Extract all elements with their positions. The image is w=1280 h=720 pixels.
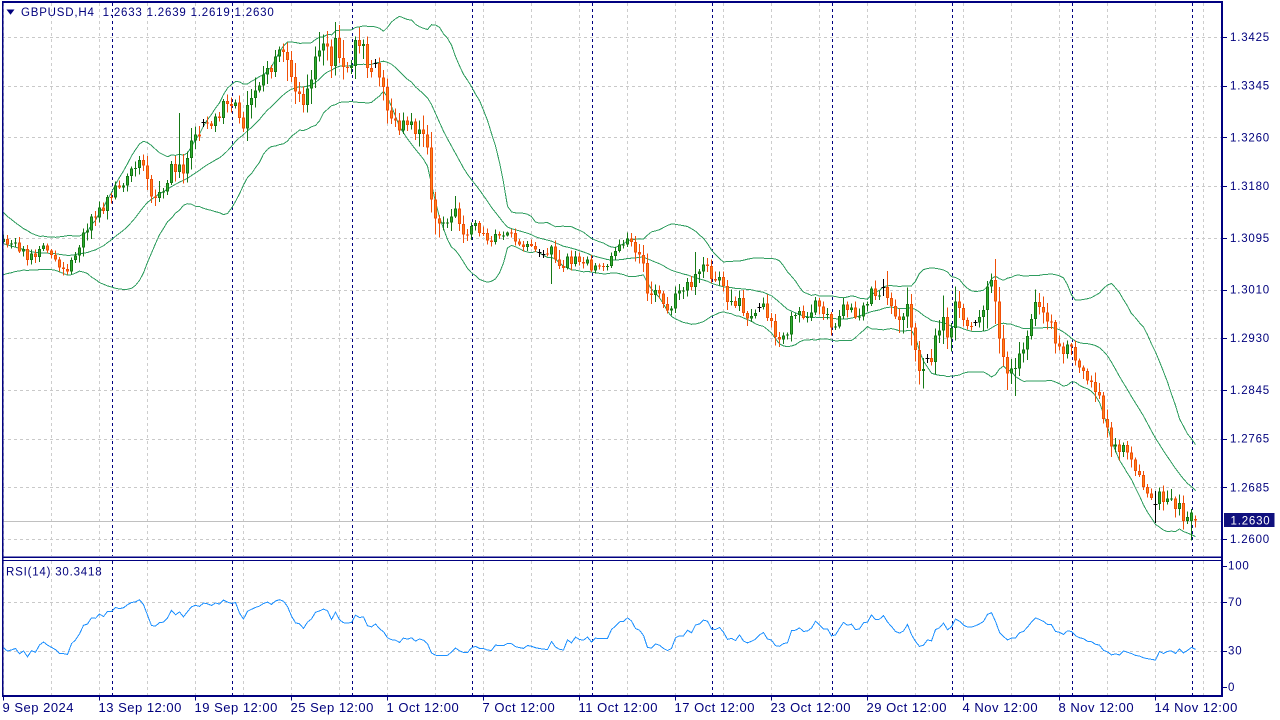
svg-text:1.2930: 1.2930: [1230, 333, 1270, 345]
svg-text:8 Nov 12:00: 8 Nov 12:00: [1059, 700, 1135, 715]
svg-text:70: 70: [1228, 597, 1242, 609]
svg-text:17 Oct 12:00: 17 Oct 12:00: [675, 700, 755, 715]
svg-text:4 Nov 12:00: 4 Nov 12:00: [963, 700, 1039, 715]
svg-text:14 Nov 12:00: 14 Nov 12:00: [1155, 700, 1238, 715]
svg-text:9 Sep 2024: 9 Sep 2024: [3, 700, 75, 715]
svg-text:GBPUSD,H4 1.2633 1.2639 1.261: GBPUSD,H4 1.2633 1.2639 1.2619 1.2630: [21, 7, 275, 19]
svg-text:25 Sep 12:00: 25 Sep 12:00: [291, 700, 374, 715]
svg-text:1.2630: 1.2630: [1231, 515, 1271, 527]
svg-text:1.2685: 1.2685: [1230, 482, 1270, 494]
svg-text:0: 0: [1228, 682, 1235, 694]
svg-text:1 Oct 12:00: 1 Oct 12:00: [387, 700, 460, 715]
svg-text:11 Oct 12:00: 11 Oct 12:00: [579, 700, 658, 715]
svg-text:29 Oct 12:00: 29 Oct 12:00: [867, 700, 947, 715]
svg-text:30: 30: [1228, 646, 1242, 658]
svg-text:13 Sep 12:00: 13 Sep 12:00: [99, 700, 182, 715]
svg-text:1.3345: 1.3345: [1230, 81, 1270, 93]
svg-text:1.2845: 1.2845: [1230, 385, 1270, 397]
svg-text:1.3180: 1.3180: [1230, 181, 1270, 193]
svg-text:7 Oct 12:00: 7 Oct 12:00: [483, 700, 556, 715]
svg-text:1.3095: 1.3095: [1230, 233, 1270, 245]
svg-text:19 Sep 12:00: 19 Sep 12:00: [195, 700, 278, 715]
svg-text:100: 100: [1228, 561, 1250, 573]
svg-text:1.2600: 1.2600: [1230, 534, 1270, 546]
svg-text:RSI(14) 30.3418: RSI(14) 30.3418: [6, 567, 102, 579]
svg-text:23 Oct 12:00: 23 Oct 12:00: [771, 700, 851, 715]
svg-text:1.3260: 1.3260: [1230, 132, 1270, 144]
svg-text:1.3010: 1.3010: [1230, 285, 1270, 297]
svg-text:1.2765: 1.2765: [1230, 434, 1270, 446]
svg-text:1.3425: 1.3425: [1230, 32, 1270, 44]
